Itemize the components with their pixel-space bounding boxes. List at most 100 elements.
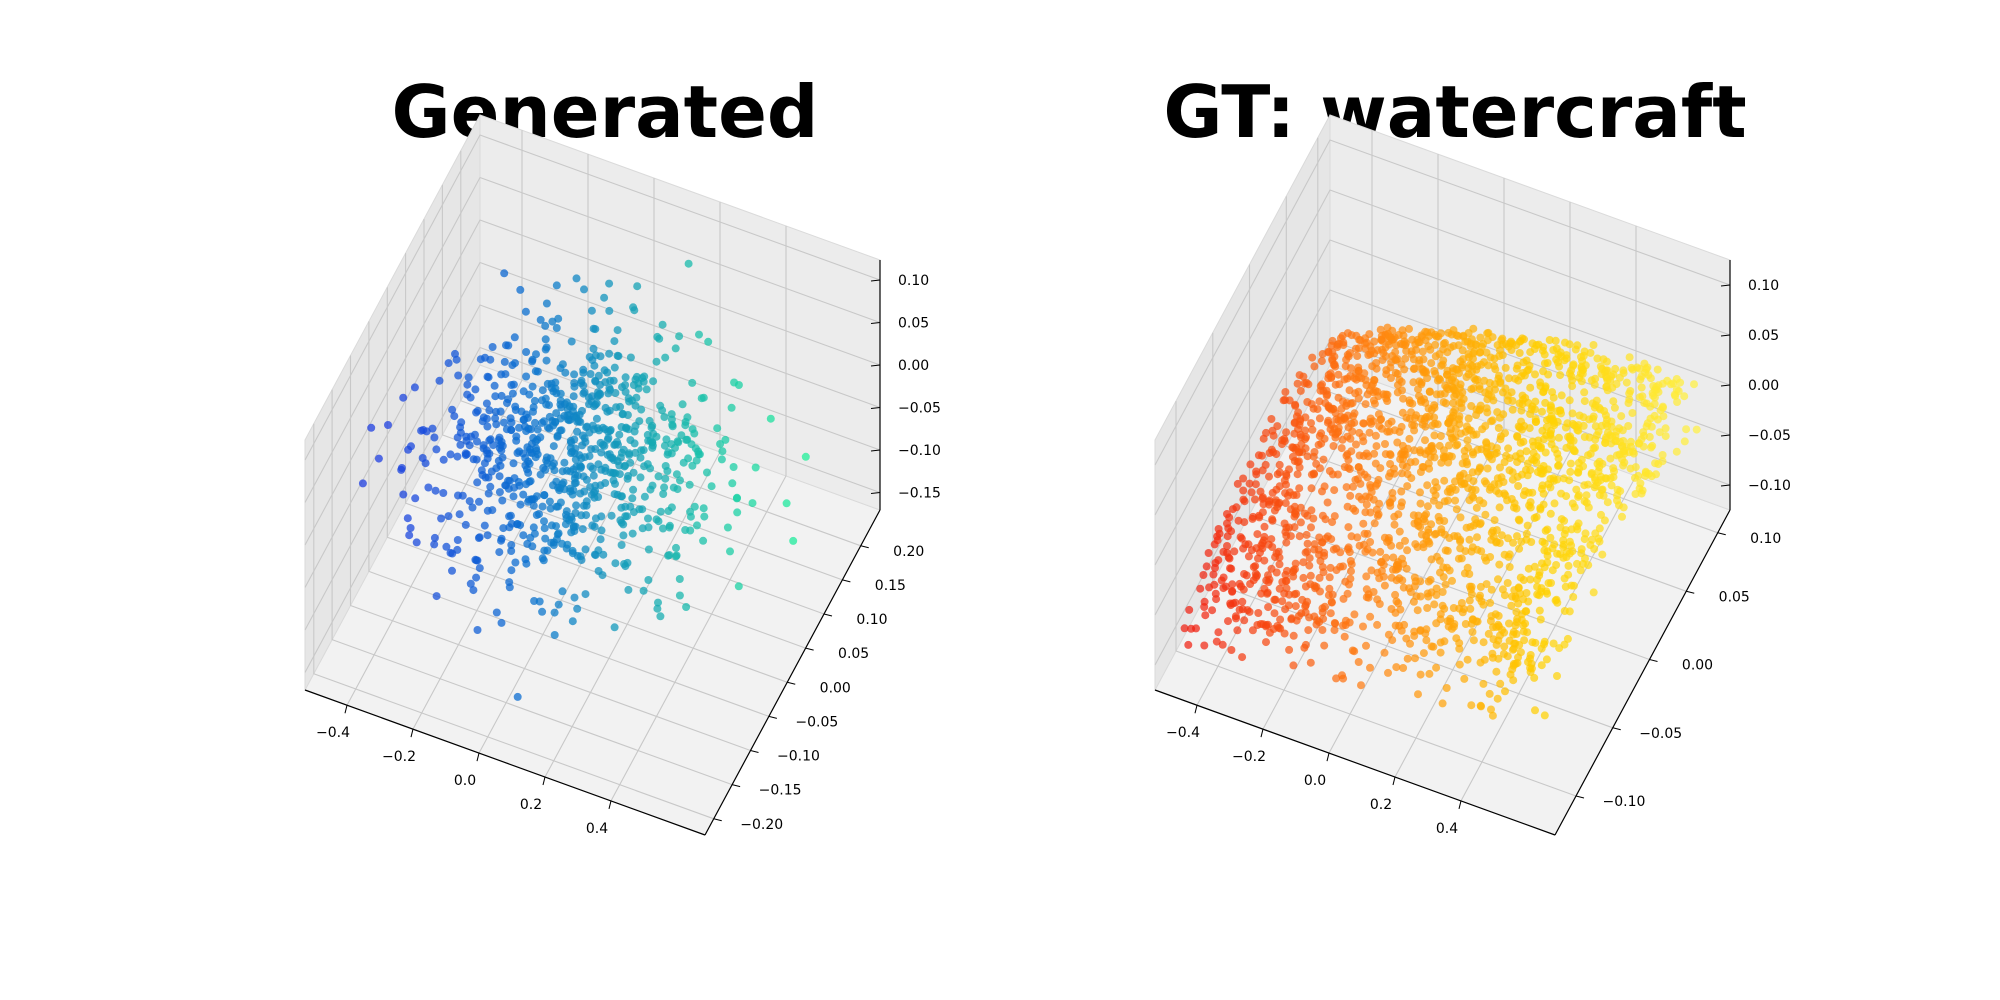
data-point	[1343, 545, 1352, 554]
y-tick-label: 0.10	[856, 612, 887, 628]
data-point	[1517, 417, 1526, 426]
y-tick	[732, 784, 741, 788]
z-tick	[870, 279, 881, 282]
data-point	[1551, 336, 1560, 345]
data-point	[1477, 445, 1486, 454]
data-point	[672, 543, 680, 552]
data-point	[1572, 522, 1581, 531]
data-point	[675, 591, 684, 600]
data-point	[500, 269, 509, 278]
data-point	[734, 582, 743, 591]
data-point	[1628, 409, 1637, 417]
data-point	[1328, 518, 1337, 527]
data-point	[577, 556, 586, 564]
data-point	[358, 479, 367, 488]
data-point	[626, 458, 635, 467]
data-point	[469, 455, 478, 464]
data-point	[1298, 595, 1307, 604]
data-point	[1598, 459, 1607, 468]
data-point	[1325, 573, 1334, 582]
data-point	[642, 385, 651, 394]
grid-line	[349, 355, 751, 752]
grid-line	[313, 423, 714, 820]
data-point	[432, 592, 441, 601]
data-point	[1362, 585, 1371, 594]
data-point	[1301, 582, 1310, 591]
data-point	[1511, 452, 1520, 461]
data-point	[1293, 470, 1302, 479]
data-point	[1427, 442, 1436, 451]
data-point	[1287, 615, 1296, 624]
data-point	[1468, 468, 1477, 477]
data-point	[552, 409, 561, 418]
data-point	[656, 612, 665, 621]
z-tick	[1720, 484, 1731, 487]
data-point	[507, 566, 516, 575]
data-point	[1410, 421, 1419, 430]
data-point	[1210, 580, 1219, 589]
data-point	[1240, 616, 1249, 625]
z-tick	[1720, 334, 1731, 337]
data-point	[1382, 390, 1390, 399]
data-point	[1395, 574, 1404, 583]
data-point	[539, 556, 548, 565]
data-point	[562, 544, 571, 553]
data-point	[1578, 366, 1587, 375]
data-point	[1387, 417, 1396, 426]
data-point	[1479, 638, 1488, 647]
data-point	[632, 393, 641, 402]
data-point	[618, 409, 627, 418]
data-point	[1530, 673, 1539, 682]
data-point	[1437, 525, 1446, 534]
data-point	[1467, 385, 1476, 394]
data-point	[1522, 466, 1530, 474]
data-point	[1356, 336, 1365, 345]
data-point	[1507, 346, 1516, 354]
data-point	[1363, 529, 1372, 538]
data-point	[509, 459, 518, 468]
data-point	[1527, 405, 1536, 414]
data-point	[1507, 601, 1516, 610]
data-point	[1354, 387, 1363, 396]
data-point	[1530, 562, 1539, 571]
data-point	[1208, 606, 1217, 615]
data-point	[1625, 353, 1634, 362]
data-point	[1320, 641, 1329, 650]
data-point	[1607, 422, 1616, 431]
data-point	[529, 407, 537, 416]
data-point	[486, 482, 495, 491]
data-point	[407, 442, 415, 451]
data-point	[1500, 628, 1509, 637]
data-point	[589, 471, 598, 480]
data-point	[1451, 433, 1460, 441]
data-point	[1366, 612, 1375, 621]
data-point	[1385, 332, 1394, 341]
data-point	[1492, 667, 1501, 676]
data-point	[1302, 378, 1311, 387]
data-point	[1326, 563, 1335, 572]
data-point	[1355, 451, 1364, 460]
data-point	[686, 507, 695, 516]
data-point	[1226, 564, 1234, 573]
data-point	[1591, 374, 1600, 383]
data-point	[631, 421, 640, 430]
data-point	[1643, 363, 1652, 372]
data-point	[1331, 380, 1340, 389]
data-point	[1626, 437, 1635, 446]
data-point	[424, 483, 433, 492]
data-point	[1333, 470, 1342, 479]
data-point	[1642, 422, 1651, 431]
data-point	[1280, 629, 1289, 638]
data-point	[1350, 610, 1359, 619]
data-point	[667, 410, 676, 419]
data-point	[1531, 418, 1540, 426]
data-point	[1346, 349, 1354, 357]
data-point	[658, 320, 667, 329]
data-point	[1412, 592, 1421, 601]
data-point	[541, 534, 550, 543]
data-point	[1257, 541, 1266, 550]
data-point	[603, 407, 612, 416]
data-point	[1574, 491, 1583, 500]
data-point	[542, 299, 551, 308]
data-point	[1301, 548, 1310, 557]
